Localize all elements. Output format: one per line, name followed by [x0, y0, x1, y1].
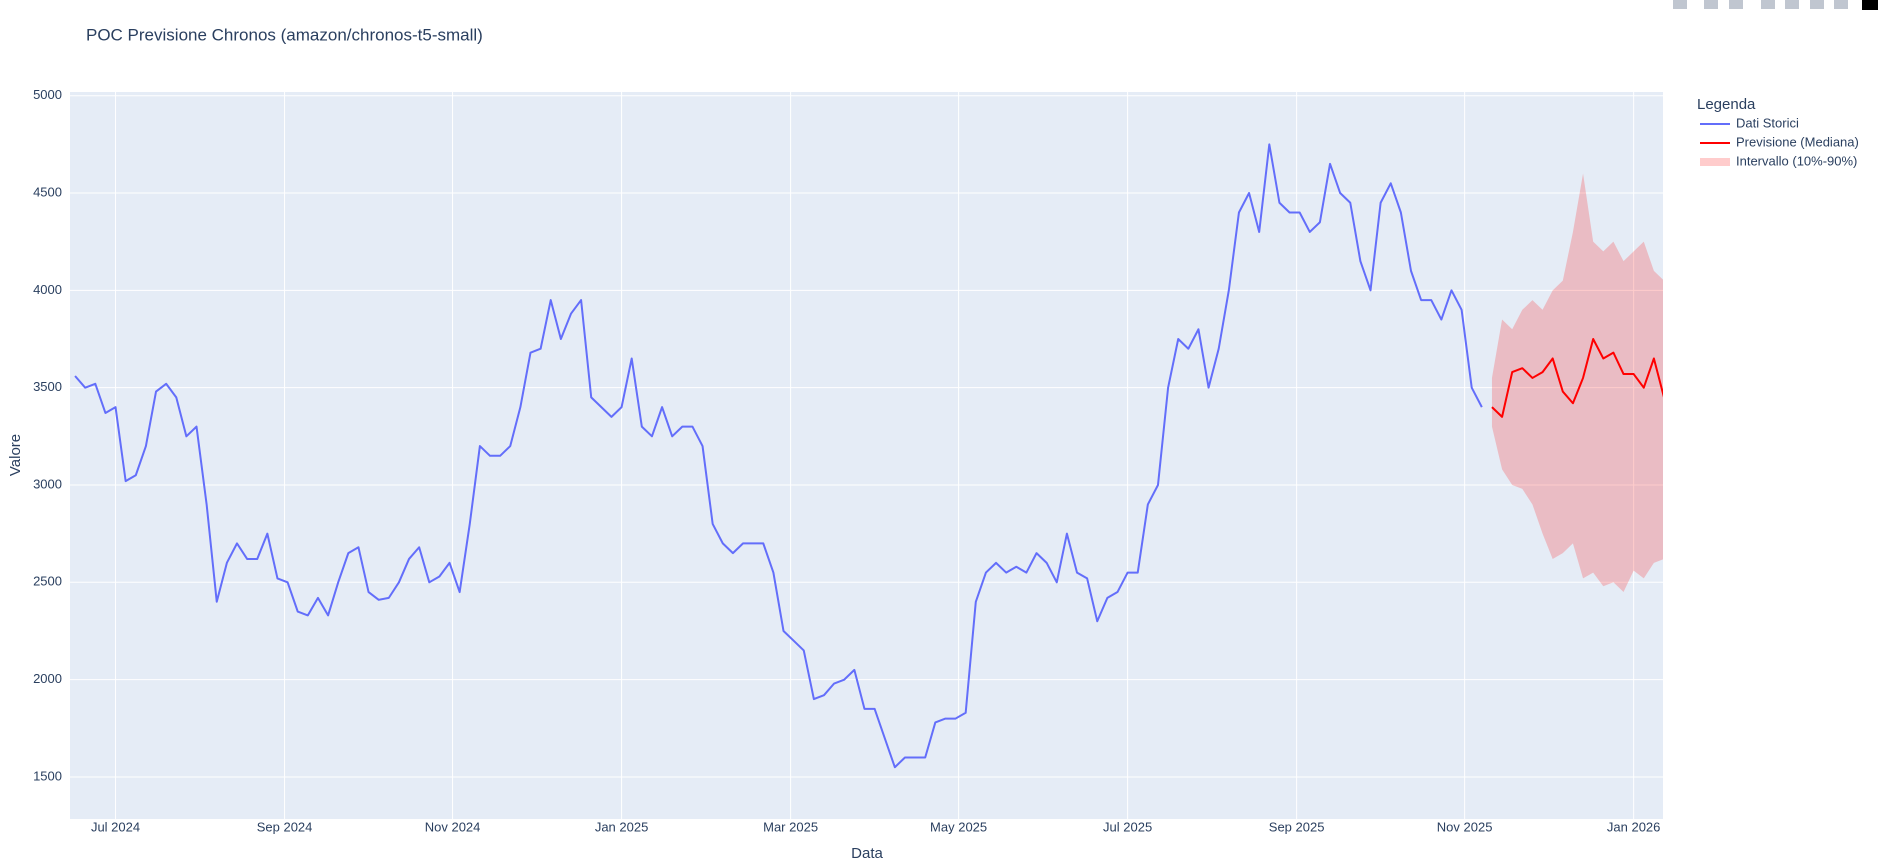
x-tick-label: Jan 2025 [595, 819, 649, 834]
legend-title: Legenda [1697, 96, 1756, 113]
x-tick-label: May 2025 [930, 819, 987, 834]
data-line [1491, 338, 1663, 418]
y-tick-label: 1500 [33, 768, 62, 783]
x-tick-label: Sep 2024 [257, 819, 313, 834]
x-tick-label: Jul 2025 [1103, 819, 1152, 834]
x-tick-label: Sep 2025 [1269, 819, 1325, 834]
modebar-button[interactable] [1729, 0, 1743, 9]
data-line [74, 143, 1483, 769]
modebar-button[interactable] [1704, 0, 1718, 9]
plot-area [70, 92, 1663, 819]
y-tick-label: 4500 [33, 184, 62, 199]
modebar-button[interactable] [1810, 0, 1824, 9]
y-axis-label: Valore [7, 434, 24, 476]
modebar-button[interactable] [1862, 0, 1878, 10]
y-tick-label: 3000 [33, 476, 62, 491]
x-tick-label: Nov 2024 [425, 819, 481, 834]
modebar-button[interactable] [1785, 0, 1799, 9]
legend-label: Previsione (Mediana) [1736, 134, 1859, 149]
plot-content [74, 143, 1663, 769]
y-tick-label: 5000 [33, 87, 62, 102]
modebar-button[interactable] [1761, 0, 1775, 9]
x-tick-label: Mar 2025 [763, 819, 818, 834]
modebar[interactable] [1673, 0, 1878, 10]
x-tick-label: Jan 2026 [1607, 819, 1661, 834]
grid [70, 92, 1663, 819]
chart-title: POC Previsione Chronos (amazon/chronos-t… [86, 25, 483, 44]
confidence-band [1491, 173, 1663, 593]
modebar-button[interactable] [1673, 0, 1687, 9]
x-axis-label: Data [851, 845, 883, 862]
legend-label: Intervallo (10%-90%) [1736, 153, 1857, 168]
x-tick-label: Jul 2024 [91, 819, 140, 834]
y-tick-label: 2000 [33, 671, 62, 686]
x-tick-label: Nov 2025 [1437, 819, 1493, 834]
modebar-button[interactable] [1834, 0, 1848, 9]
y-tick-label: 2500 [33, 574, 62, 589]
legend-label: Dati Storici [1736, 115, 1799, 130]
y-tick-label: 3500 [33, 379, 62, 394]
y-tick-label: 4000 [33, 282, 62, 297]
